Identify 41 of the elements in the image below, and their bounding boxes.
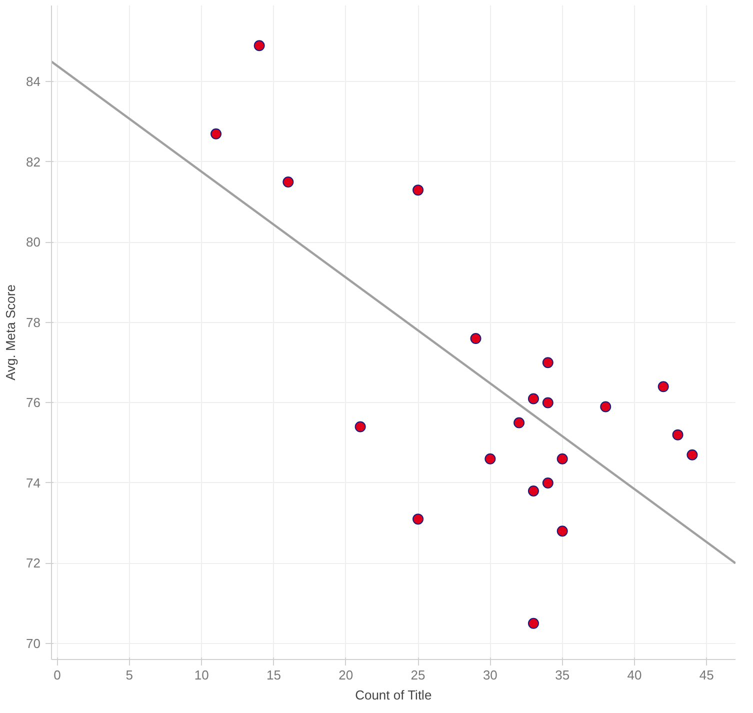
point xyxy=(412,514,424,525)
x-tick-label: 5 xyxy=(126,668,134,682)
point xyxy=(354,421,366,432)
point xyxy=(412,184,424,196)
x-tick-label: 25 xyxy=(410,668,426,682)
x-tick-label: 35 xyxy=(555,668,570,682)
point xyxy=(542,397,554,408)
y-tick-label: 70 xyxy=(26,636,41,651)
point xyxy=(686,449,698,460)
x-tick-label: 40 xyxy=(627,668,642,682)
y-tick-label: 84 xyxy=(26,74,41,90)
point xyxy=(542,357,554,368)
point xyxy=(528,485,539,496)
x-tick-label: 0 xyxy=(54,668,61,682)
point xyxy=(282,176,294,188)
point xyxy=(484,453,496,464)
point xyxy=(470,333,482,344)
y-tick-label: 74 xyxy=(26,475,41,490)
x-tick-label: 30 xyxy=(482,668,498,682)
x-tick-label: 45 xyxy=(699,668,714,682)
x-tick-label: 10 xyxy=(194,668,209,682)
point xyxy=(528,393,539,404)
y-axis-title: Avg. Meta Score xyxy=(3,284,18,380)
point xyxy=(556,453,568,464)
y-tick-label: 72 xyxy=(26,556,41,571)
x-tick-label: 20 xyxy=(338,668,354,682)
y-tick-label: 76 xyxy=(26,395,41,410)
y-tick-label: 80 xyxy=(26,234,41,250)
x-tick-label: 15 xyxy=(266,668,281,682)
point xyxy=(672,429,684,440)
y-tick-label: 78 xyxy=(26,314,41,330)
point xyxy=(542,477,554,488)
point xyxy=(600,401,612,412)
point xyxy=(210,128,222,140)
x-axis-title: Count of Title xyxy=(355,688,432,702)
y-tick-label: 82 xyxy=(26,154,41,170)
point xyxy=(254,40,265,52)
point xyxy=(556,526,568,537)
point xyxy=(528,618,539,629)
point xyxy=(658,381,669,392)
point xyxy=(514,417,525,428)
